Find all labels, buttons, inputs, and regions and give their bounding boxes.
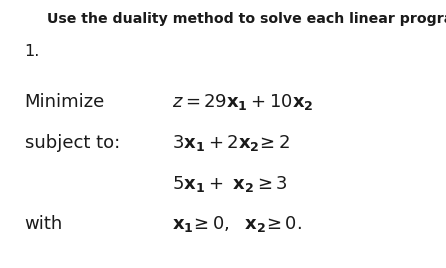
Text: $3\mathbf{x}_{\mathbf{1}}+ 2\mathbf{x}_{\mathbf{2}}\!\geq 2$: $3\mathbf{x}_{\mathbf{1}}+ 2\mathbf{x}_{… [172, 133, 290, 153]
Text: $5\mathbf{x}_{\mathbf{1}}+\ \mathbf{x}_{\mathbf{2}} \geq 3$: $5\mathbf{x}_{\mathbf{1}}+\ \mathbf{x}_{… [172, 174, 287, 193]
Text: Minimize: Minimize [25, 93, 105, 111]
Text: $z = 29\mathbf{x}_{\mathbf{1}}+ 10\mathbf{x}_{\mathbf{2}}$: $z = 29\mathbf{x}_{\mathbf{1}}+ 10\mathb… [172, 92, 314, 112]
Text: 1.: 1. [25, 44, 40, 59]
Text: $\mathbf{x}_{\mathbf{1}}\!\geq 0,\ \ \mathbf{x}_{\mathbf{2}}\!\geq 0.$: $\mathbf{x}_{\mathbf{1}}\!\geq 0,\ \ \ma… [172, 214, 302, 234]
Text: subject to:: subject to: [25, 134, 120, 152]
Text: Use the duality method to solve each linear programminɡ: Use the duality method to solve each lin… [47, 12, 446, 26]
Text: with: with [25, 215, 63, 233]
